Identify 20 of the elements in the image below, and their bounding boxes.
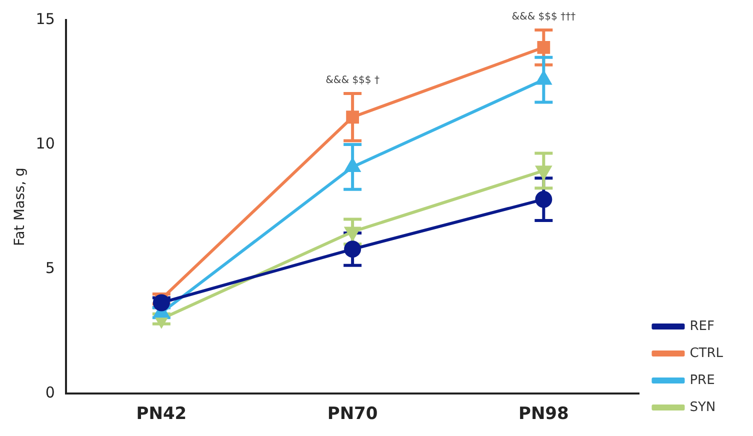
point: [344, 226, 360, 240]
y-tick-label: 0: [45, 383, 55, 402]
legend-label: PRE: [690, 372, 715, 388]
legend-label: REF: [690, 318, 714, 334]
point: [537, 40, 550, 54]
legend-label: CTRL: [690, 346, 724, 361]
y-tick-label: 5: [45, 258, 55, 277]
annotation: &&& $$$ †: [326, 75, 380, 86]
y-tick-label: 10: [36, 134, 55, 152]
point: [536, 166, 552, 180]
point: [535, 190, 552, 208]
legend-label: SYN: [690, 400, 716, 415]
y-tick-label: 15: [36, 10, 55, 28]
point: [346, 110, 359, 124]
x-tick-label: PN42: [136, 404, 187, 424]
x-tick-label: PN70: [327, 404, 378, 424]
x-tick-label: PN98: [518, 404, 569, 424]
point: [344, 240, 362, 258]
y-axis-title: Fat Mass, g: [12, 168, 28, 246]
annotation: &&& $$$ †††: [512, 12, 576, 23]
